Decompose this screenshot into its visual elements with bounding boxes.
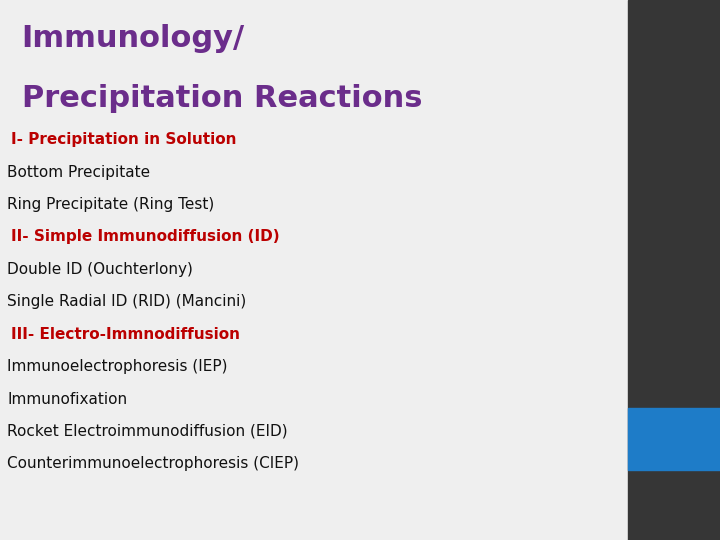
Text: I- Precipitation in Solution: I- Precipitation in Solution [11,132,236,147]
Text: Immunoelectrophoresis (IEP): Immunoelectrophoresis (IEP) [7,359,228,374]
Text: II- Simple Immunodiffusion (ID): II- Simple Immunodiffusion (ID) [11,230,279,245]
Text: Counterimmunoelectrophoresis (CIEP): Counterimmunoelectrophoresis (CIEP) [7,456,300,471]
Bar [628,408,720,470]
Text: Immunology/: Immunology/ [22,24,245,53]
Text: Bottom Precipitate: Bottom Precipitate [7,165,150,180]
Text: Single Radial ID (RID) (Mancini): Single Radial ID (RID) (Mancini) [7,294,246,309]
Bar [628,0,720,540]
Text: Rocket Electroimmunodiffusion (EID): Rocket Electroimmunodiffusion (EID) [7,424,288,439]
Text: III- Electro-Immnodiffusion: III- Electro-Immnodiffusion [11,327,240,342]
Text: Precipitation Reactions: Precipitation Reactions [22,84,422,113]
Text: Ring Precipitate (Ring Test): Ring Precipitate (Ring Test) [7,197,215,212]
Text: Double ID (Ouchterlony): Double ID (Ouchterlony) [7,262,193,277]
Text: Immunofixation: Immunofixation [7,392,127,407]
